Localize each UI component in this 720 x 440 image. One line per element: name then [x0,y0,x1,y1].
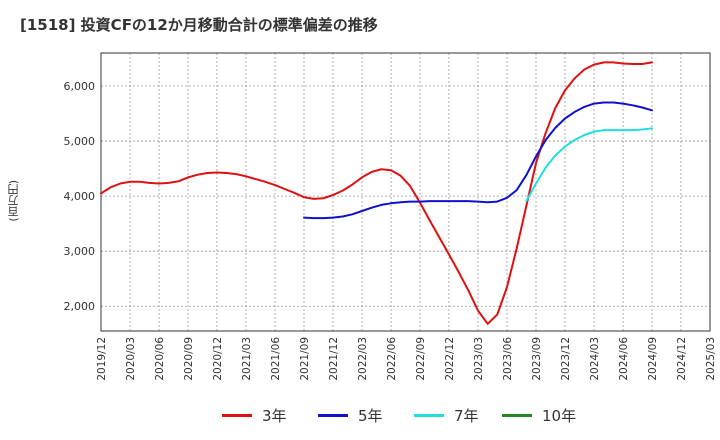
y-tick-label: 3,000 [64,245,96,258]
x-tick-label: 2023/03 [473,337,485,381]
legend-label: 3年 [262,406,287,425]
x-tick-label: 2022/12 [444,337,456,381]
legend-swatch [318,413,348,417]
series-line-5年 [303,101,653,220]
legend-swatch [222,413,252,417]
x-tick-label: 2021/06 [270,337,282,381]
legend-label: 7年 [454,406,479,425]
legend-swatch [502,413,532,417]
legend-label: 5年 [358,406,383,425]
x-tick-label: 2024/03 [589,337,601,381]
y-tick-label: 2,000 [64,300,96,313]
legend-item: 3年 [222,402,287,428]
x-tick-label: 2020/03 [125,337,137,381]
x-tick-label: 2024/09 [647,337,659,381]
plot-border [100,52,711,332]
x-tick-label: 2021/09 [299,337,311,381]
y-tick-label: 6,000 [64,80,96,93]
legend-label: 10年 [542,406,577,425]
x-tick-label: 2022/03 [357,337,369,381]
x-tick-label: 2022/09 [415,337,427,381]
x-tick-label: 2023/12 [560,337,572,381]
x-tick-label: 2023/09 [531,337,543,381]
y-tick-label: 4,000 [64,190,96,203]
legend-swatch [414,413,444,417]
legend-item: 7年 [414,402,479,428]
plot-area [101,53,710,331]
x-tick-label: 2020/09 [183,337,195,381]
series-line-3年 [100,61,653,325]
x-tick-label: 2024/06 [618,337,630,381]
x-tick-label: 2023/06 [502,337,514,381]
x-tick-label: 2022/06 [386,337,398,381]
x-tick-label: 2019/12 [96,337,108,381]
x-tick-label: 2020/12 [212,337,224,381]
x-tick-label: 2021/03 [241,337,253,381]
series-line-7年 [525,127,653,203]
legend-item: 5年 [318,402,383,428]
chart-legend: 3年 5年 7年 10年 [0,402,720,428]
x-tick-label: 2025/03 [705,337,717,381]
chart-title: [1518] 投資CFの12か月移動合計の標準偏差の推移 [20,16,378,34]
legend-item: 10年 [502,402,576,428]
line-chart: 2,000 3,000 4,000 5,000 6,000 2019/12 2020/03 2… [64,52,717,381]
x-tick-label: 2020/06 [154,337,166,381]
x-tick-label: 2021/12 [328,337,340,381]
x-tick-label: 2024/12 [676,337,688,381]
y-tick-label: 5,000 [64,135,96,148]
